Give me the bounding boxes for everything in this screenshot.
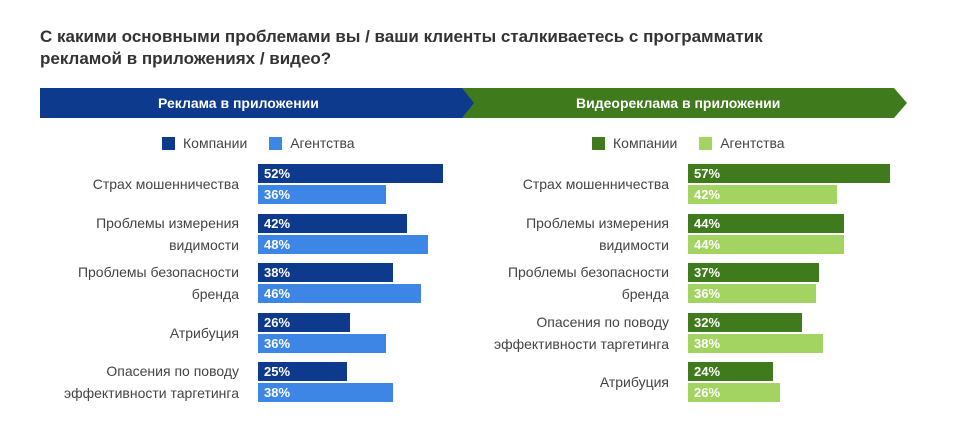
banner-right [462, 88, 907, 118]
data-label: 32% [693, 314, 721, 330]
bar-agencies: 26% [688, 383, 780, 402]
bar-companies: 57% [688, 164, 890, 183]
bar-agencies: 36% [258, 185, 386, 204]
category-label-line: бренда [621, 286, 669, 302]
category-label-line: Опасения по поводу [106, 363, 239, 379]
bar-agencies: 48% [258, 234, 428, 254]
category-label-line: Страх мошенничества [522, 176, 669, 192]
data-label: 57% [693, 166, 721, 181]
category-label-line: Проблемы безопасности [77, 264, 239, 280]
category-label-line: эффективности таргетинга [63, 385, 239, 401]
data-label: 36% [263, 335, 291, 351]
data-label: 38% [693, 335, 721, 351]
bar-agencies: 36% [258, 333, 386, 353]
data-label: 42% [693, 187, 721, 202]
legend-swatch-companies [592, 136, 605, 150]
legend-left: Компании Агентства [162, 135, 373, 153]
category-label: Страх мошенничества [0, 173, 239, 195]
category-label: Страх мошенничества [429, 173, 669, 195]
bar-agencies: 44% [688, 234, 844, 254]
bar-companies: 52% [258, 164, 443, 183]
bar-agencies: 38% [258, 383, 393, 402]
data-label: 44% [693, 215, 721, 231]
legend-label-companies: Компании [183, 135, 248, 151]
data-label: 24% [693, 364, 721, 379]
panel-title-right: Видеореклама в приложении [576, 95, 781, 111]
data-label: 52% [263, 166, 291, 181]
legend-label-agencies: Агентства [720, 135, 785, 151]
category-label: Опасения по поводу эффективности таргетин… [429, 311, 669, 355]
data-label: 46% [263, 286, 291, 301]
legend-item-agencies: Агентства [699, 135, 785, 151]
legend-item-companies: Компании [162, 135, 247, 151]
bar-agencies: 46% [258, 284, 421, 303]
category-label: Проблемы измерения видимости [0, 212, 239, 256]
bar-companies: 26% [258, 312, 350, 332]
data-label: 26% [263, 314, 291, 330]
category-label-line: Проблемы безопасности [507, 264, 669, 280]
category-label-line: видимости [169, 236, 239, 253]
category-label-line: Проблемы измерения [526, 214, 669, 231]
data-label: 42% [263, 215, 291, 231]
bar-companies: 42% [258, 213, 407, 233]
data-label: 48% [263, 236, 291, 252]
legend-label-companies: Компании [613, 135, 678, 151]
bar-companies: 24% [688, 362, 773, 381]
legend-label-agencies: Агентства [290, 135, 355, 151]
bar-companies: 25% [258, 362, 347, 381]
chart-title: С какими основными проблемами вы / ваши … [40, 26, 800, 70]
bar-agencies: 42% [688, 185, 837, 204]
data-label: 26% [693, 385, 721, 400]
category-label-line: бренда [191, 286, 239, 302]
category-label-line: Атрибуция [599, 374, 669, 390]
data-label: 38% [263, 385, 291, 400]
chart-title-line-2: рекламой в приложениях / видео? [40, 49, 332, 68]
category-label: Атрибуция [429, 371, 669, 393]
category-label: Проблемы безопасности бренда [429, 261, 669, 305]
legend-right: Компании Агентства [592, 135, 803, 153]
category-label-line: Атрибуция [169, 324, 239, 341]
data-label: 38% [263, 265, 291, 280]
category-label: Проблемы измерения видимости [429, 212, 669, 256]
panel-title-left: Реклама в приложении [158, 95, 319, 111]
category-label-line: эффективности таргетинга [493, 335, 669, 352]
category-label-line: Опасения по поводу [536, 313, 669, 330]
category-label-line: Страх мошенничества [92, 176, 239, 192]
data-label: 37% [693, 265, 721, 280]
bar-companies: 37% [688, 263, 819, 282]
legend-swatch-agencies [699, 136, 713, 150]
legend-swatch-agencies [269, 136, 283, 150]
legend-item-agencies: Агентства [269, 135, 355, 151]
legend-swatch-companies [162, 136, 175, 150]
data-label: 36% [263, 187, 291, 202]
bar-agencies: 36% [688, 284, 816, 303]
data-label: 44% [693, 236, 721, 252]
banner-left [40, 88, 475, 118]
category-label: Проблемы безопасности бренда [0, 261, 239, 305]
bar-agencies: 38% [688, 333, 823, 353]
bar-companies: 32% [688, 312, 802, 332]
data-label: 25% [263, 364, 291, 379]
category-label: Атрибуция [0, 322, 239, 344]
data-label: 36% [693, 286, 721, 301]
category-label: Опасения по поводу эффективности таргетин… [0, 360, 239, 404]
chart-title-line-1: С какими основными проблемами вы / ваши … [40, 27, 763, 46]
bar-companies: 38% [258, 263, 393, 282]
category-label-line: видимости [599, 236, 669, 253]
bar-companies: 44% [688, 213, 844, 233]
category-label-line: Проблемы измерения [96, 214, 239, 231]
legend-item-companies: Компании [592, 135, 677, 151]
